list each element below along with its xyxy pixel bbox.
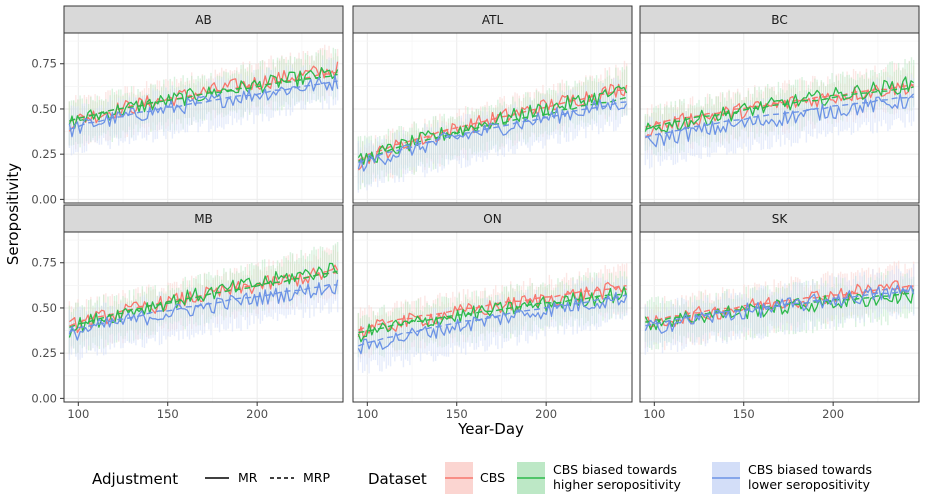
x-tick-label: 150 <box>733 407 755 421</box>
facet-panel-mb: MB 0.00 0.25 0.50 0.75 100 150 200 <box>31 204 344 421</box>
panel-border <box>63 32 344 204</box>
facet-panel-on: ON 100 150 200 <box>352 204 633 421</box>
series-line-cbs-lower-mr <box>68 74 339 138</box>
panel-border <box>352 32 633 204</box>
facet-strip-label: AB <box>195 13 211 27</box>
series-line-cbs-mrp <box>358 89 627 162</box>
x-axis-title: Year-Day <box>457 420 524 438</box>
facet-strip-label: MB <box>194 212 213 226</box>
series-line-cbs-lower-mrp <box>358 101 627 164</box>
x-tick-label: 100 <box>67 407 89 421</box>
x-tick-label: 100 <box>643 407 665 421</box>
y-tick-label: 0.00 <box>31 192 57 206</box>
series-line-cbs-lower-mr <box>357 98 628 172</box>
uncertainty-band <box>357 276 628 374</box>
series-group <box>68 242 339 361</box>
facet-strip-label: SK <box>772 212 789 226</box>
legend-label-dataset-1: CBS <box>480 470 505 485</box>
facet-strip-label: BC <box>771 13 787 27</box>
series-line-cbs-higher-mr <box>68 67 339 129</box>
panel-border <box>639 32 920 204</box>
series-line-cbs-lower-mrp <box>645 96 914 138</box>
series-line-cbs-higher-mr <box>357 286 628 343</box>
grid-lines <box>640 232 919 402</box>
series-line-cbs-higher-mr <box>644 288 915 331</box>
panel-border <box>639 231 920 403</box>
legend-title-dataset: Dataset <box>368 470 427 488</box>
x-tick-label: 150 <box>157 407 179 421</box>
legend: Adjustment MR MRP Dataset CBS CBS biased towa… <box>92 462 872 494</box>
series-group <box>644 57 915 169</box>
panel-border <box>63 231 344 403</box>
facet-strip <box>63 204 344 233</box>
series-group <box>68 44 339 156</box>
facet-strip <box>63 5 344 34</box>
series-line-cbs-higher-mr <box>644 76 914 133</box>
y-tick-label: 0.25 <box>31 147 57 161</box>
y-axis-title: Seropositivity <box>4 163 22 265</box>
series-group <box>357 60 628 193</box>
legend-label-dataset-2: CBS biased towards <box>553 462 677 477</box>
series-line-cbs-lower-mr <box>357 291 628 355</box>
series-group <box>357 263 628 374</box>
y-tick-label: 0.75 <box>31 57 57 71</box>
facet-strip-label: ON <box>483 212 501 226</box>
facet-strip-label: ATL <box>482 13 504 27</box>
legend-label-dataset-3: lower seropositivity <box>748 477 871 492</box>
legend-label-dataset-3: CBS biased towards <box>748 462 872 477</box>
series-line-cbs-higher-mrp <box>358 293 627 334</box>
y-tick-label: 0.75 <box>31 256 57 270</box>
series-line-cbs-higher-mr <box>357 85 628 165</box>
facet-panel-ab: AB 0.00 0.25 0.50 0.75 <box>31 5 344 206</box>
x-tick-label: 150 <box>446 407 468 421</box>
facet-strip <box>352 5 633 34</box>
series-group <box>644 260 915 355</box>
facet-panels: AB 0.00 0.25 0.50 0.75 ATL BC MB 0.00 0.25 0.50 0.7… <box>31 5 920 421</box>
series-line-cbs-mrp <box>645 84 914 128</box>
x-tick-label: 200 <box>535 407 557 421</box>
x-tick-label: 200 <box>246 407 268 421</box>
facet-panel-bc: BC <box>639 5 920 204</box>
facet-strip <box>639 204 920 233</box>
legend-label-mrp: MRP <box>303 470 330 485</box>
facet-panel-sk: SK 100 150 200 <box>639 204 920 421</box>
panel-border <box>352 231 633 403</box>
series-line-cbs-lower-mrp <box>645 289 914 327</box>
legend-title-adjustment: Adjustment <box>92 470 178 488</box>
facet-panel-atl: ATL <box>352 5 633 204</box>
x-tick-label: 100 <box>356 407 378 421</box>
y-tick-label: 0.00 <box>31 391 57 405</box>
y-tick-label: 0.25 <box>31 346 57 360</box>
x-tick-label: 200 <box>822 407 844 421</box>
legend-label-dataset-2: higher seropositivity <box>553 477 681 492</box>
series-line-cbs-lower-mr <box>645 93 915 148</box>
series-line-cbs-mrp <box>645 285 914 323</box>
y-tick-label: 0.50 <box>31 102 57 116</box>
series-line-cbs-higher-mrp <box>358 96 627 163</box>
y-tick-label: 0.50 <box>31 301 57 315</box>
series-line-cbs-lower-mr <box>68 279 339 341</box>
legend-label-mr: MR <box>238 470 258 485</box>
